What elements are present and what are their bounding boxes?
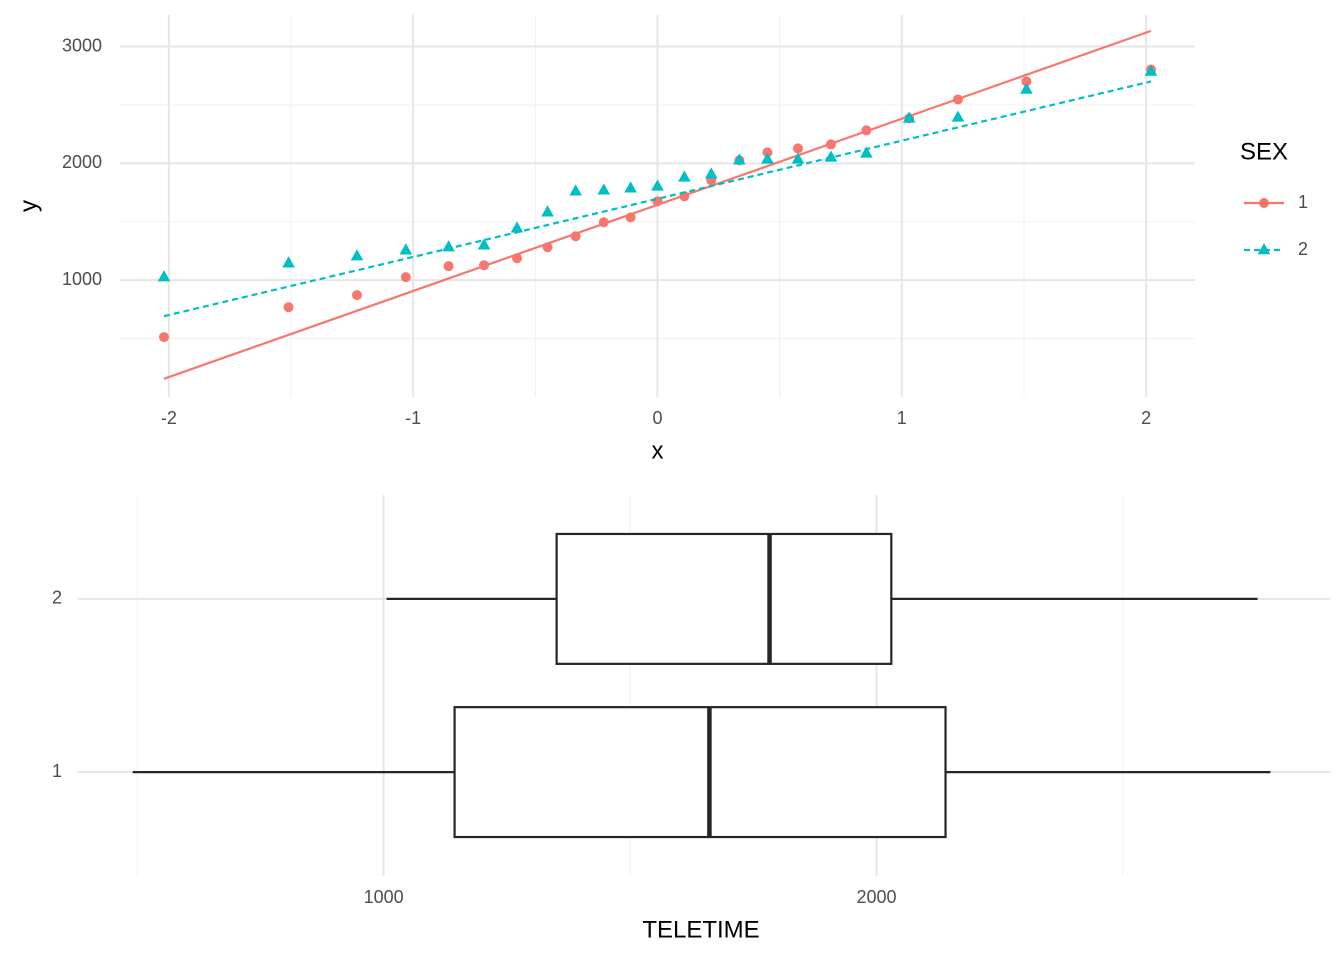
point (399, 243, 413, 255)
point (569, 184, 582, 196)
x-tick-label: 0 (652, 408, 662, 428)
x-tick-label: 1 (897, 408, 907, 428)
y-tick-label: 2000 (62, 152, 102, 172)
point (678, 170, 691, 182)
x-tick-label: 1000 (364, 887, 404, 907)
fit-line (163, 80, 1152, 318)
point (902, 111, 916, 123)
point (761, 152, 774, 164)
x-axis-title: x (652, 437, 664, 464)
x-axis-title: TELETIME (642, 916, 759, 943)
point (283, 302, 294, 313)
point (479, 260, 490, 271)
point (598, 217, 609, 228)
y-axis-title: y (15, 200, 42, 212)
point (1020, 82, 1033, 94)
box (555, 532, 893, 665)
y-tick-label: 3000 (62, 35, 102, 55)
point (282, 256, 295, 268)
point (542, 242, 553, 253)
point (651, 179, 664, 191)
point (951, 110, 965, 122)
point (762, 147, 773, 158)
point (624, 181, 637, 193)
box (453, 706, 947, 839)
x-tick-label: -1 (405, 408, 421, 428)
point (477, 238, 491, 250)
point (442, 240, 455, 252)
point (157, 270, 171, 282)
legend-label: 2 (1298, 239, 1308, 259)
point (1144, 64, 1158, 76)
point (824, 150, 838, 162)
legend-key-marker (1259, 198, 1269, 208)
point (443, 261, 454, 272)
legend-label: 1 (1298, 192, 1308, 212)
point (1021, 76, 1032, 87)
point (953, 94, 964, 105)
point (791, 152, 805, 164)
point (825, 139, 836, 150)
y-tick-label: 1000 (62, 269, 102, 289)
point (792, 143, 803, 154)
x-tick-label: 2 (1141, 408, 1151, 428)
x-tick-label: 2000 (856, 887, 896, 907)
point (512, 253, 523, 264)
point (570, 231, 581, 242)
point (861, 125, 872, 136)
point (351, 290, 362, 301)
point (541, 205, 554, 217)
x-tick-label: -2 (161, 408, 177, 428)
y-tick-label: 2 (52, 588, 62, 608)
point (733, 153, 746, 165)
point (704, 167, 718, 179)
point (860, 146, 873, 158)
point (400, 272, 411, 283)
point (625, 212, 636, 223)
legend-title: SEX (1240, 138, 1288, 165)
point (158, 332, 169, 343)
legend-key-marker (1257, 243, 1271, 255)
point (510, 221, 524, 233)
y-tick-label: 1 (52, 761, 62, 781)
point (350, 249, 364, 261)
point (597, 183, 611, 195)
